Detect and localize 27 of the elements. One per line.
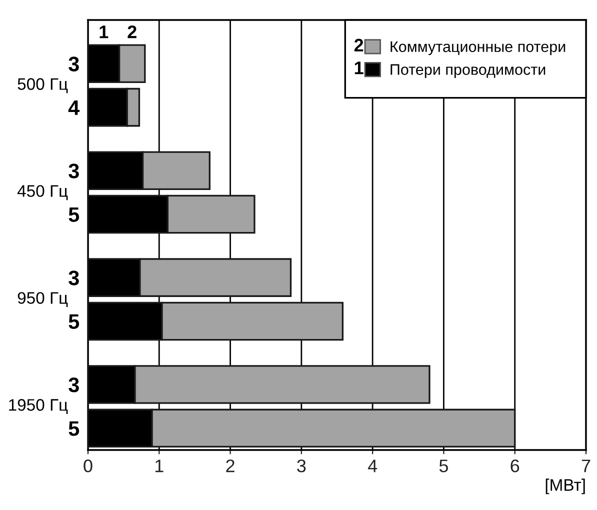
y-tick-label: 4	[68, 100, 80, 115]
x-tick-label: 0	[84, 460, 92, 472]
y-tick-label: 5	[68, 421, 80, 436]
legend-label: Потери проводимости	[390, 64, 546, 78]
annotation: 2	[354, 38, 364, 52]
y-tick-label: 3	[68, 270, 79, 286]
x-axis-title: [МВт]	[546, 478, 585, 494]
x-tick-label: 7	[582, 460, 590, 472]
legend-label: Коммутационные потери	[390, 41, 566, 56]
y-tick-label: 3	[68, 378, 79, 392]
text: 950 Гц	[18, 292, 68, 308]
x-tick-label: 3	[297, 460, 306, 472]
x-tick-label: 2	[226, 460, 234, 472]
annotation: 2	[128, 25, 136, 38]
text: 1950 Гц	[9, 399, 68, 414]
text: 450 Гц	[17, 185, 68, 200]
annotation: 1	[100, 26, 108, 38]
y-tick-label: 5	[68, 314, 80, 329]
annotation: 1	[354, 62, 364, 74]
y-tick-label: 3	[68, 164, 79, 178]
x-tick-label: 1	[156, 460, 164, 472]
text: 500 Гц	[18, 78, 68, 94]
x-tick-label: 5	[439, 460, 448, 472]
y-tick-label: 3	[68, 56, 79, 72]
y-tick-label: 5	[68, 207, 80, 222]
x-tick-label: 6	[510, 460, 520, 472]
x-tick-label: 4	[368, 460, 378, 472]
